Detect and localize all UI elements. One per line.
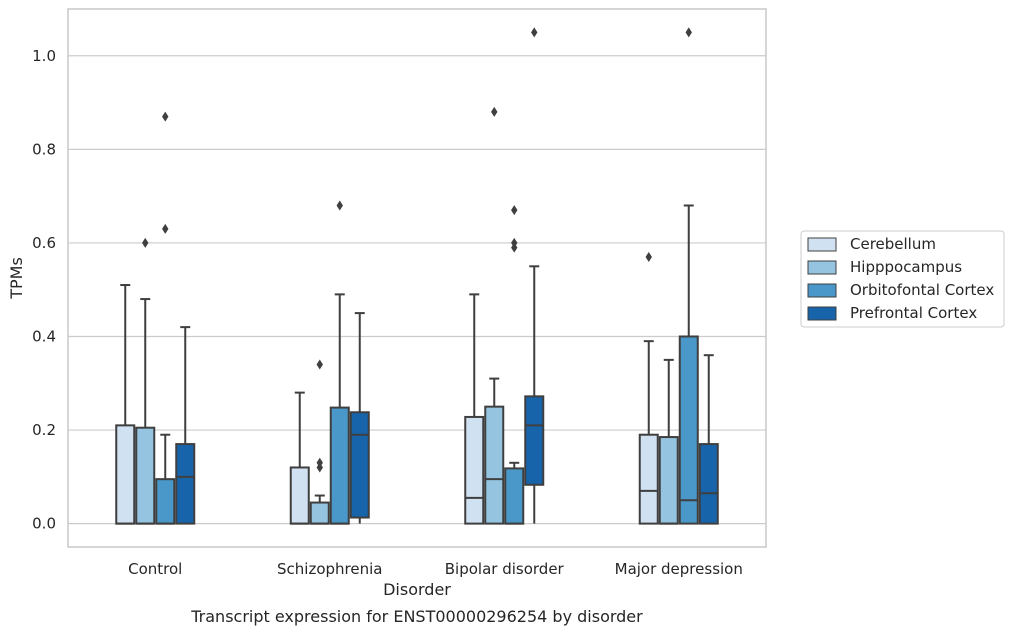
x-tick-label: Major depression	[615, 560, 743, 578]
outlier-point	[162, 223, 169, 234]
iqr-box	[484, 405, 505, 525]
box-1-1	[309, 359, 330, 525]
y-axis-label: TPMs	[7, 257, 26, 300]
y-tick-label: 0.2	[32, 421, 56, 439]
outlier-point	[685, 27, 692, 38]
y-tick-label: 0.6	[32, 234, 56, 252]
x-tick-label: Schizophrenia	[277, 560, 382, 578]
outlier-point	[336, 200, 343, 211]
outlier-point	[511, 237, 518, 248]
x-tick-labels: Control Schizophrenia Bipolar disorder Majo…	[128, 560, 743, 578]
iqr-box	[638, 433, 659, 525]
x-tick-label: Bipolar disorder	[445, 560, 565, 578]
legend-swatch	[807, 237, 837, 252]
outlier-point	[316, 457, 323, 468]
y-tick-label: 0.4	[32, 327, 56, 345]
iqr-box	[524, 395, 545, 486]
legend-label: Cerebellum	[850, 235, 936, 253]
box-0-0	[115, 284, 136, 525]
box-2-2	[504, 205, 525, 525]
box-3-3	[698, 354, 719, 525]
iqr-box	[698, 443, 719, 525]
box-3-0	[638, 251, 659, 525]
iqr-box	[115, 424, 136, 525]
iqr-box	[329, 406, 350, 525]
box-0-3	[175, 326, 196, 525]
iqr-box	[135, 426, 156, 525]
iqr-box	[658, 436, 679, 525]
legend-swatch	[807, 283, 837, 298]
box-2-3	[524, 27, 545, 524]
x-tick-label: Control	[128, 560, 182, 578]
box-0-1	[135, 237, 156, 525]
iqr-box	[464, 415, 485, 525]
outlier-point	[531, 27, 538, 38]
legend-swatch	[807, 306, 837, 321]
outlier-point	[645, 251, 652, 262]
legend: Cerebellum Hipppocampus Orbitofontal Corte…	[800, 230, 1005, 328]
legend-label: Orbitofontal Cortex	[850, 281, 994, 299]
y-tick-labels: 0.0 0.2 0.4 0.6 0.8 1.0	[32, 47, 56, 533]
outlier-point	[491, 106, 498, 117]
box-1-2	[329, 200, 350, 525]
iqr-box	[504, 467, 525, 525]
iqr-box	[678, 335, 699, 525]
box-1-3	[349, 312, 370, 524]
outlier-point	[162, 111, 169, 122]
iqr-box	[289, 466, 310, 525]
box-1-0	[289, 391, 310, 525]
box-2-0	[464, 293, 485, 525]
legend-label: Prefrontal Cortex	[850, 304, 977, 322]
legend-label: Hipppocampus	[850, 258, 962, 276]
plot-frame	[67, 8, 767, 548]
y-tick-label: 0.0	[32, 515, 56, 533]
box-3-2	[678, 27, 699, 525]
outlier-point	[142, 237, 149, 248]
iqr-box	[155, 478, 176, 525]
box-2-1	[484, 106, 505, 525]
x-axis-label: Disorder	[383, 580, 451, 599]
box-0-2	[155, 111, 176, 525]
box-layer	[115, 27, 719, 525]
iqr-box	[309, 501, 330, 525]
y-tick-label: 1.0	[32, 47, 56, 65]
outlier-point	[316, 359, 323, 370]
box-3-1	[658, 358, 679, 525]
legend-frame	[800, 230, 1005, 328]
chart-caption: Transcript expression for ENST0000029625…	[190, 607, 643, 626]
outlier-point	[511, 205, 518, 216]
iqr-box	[349, 411, 370, 519]
legend-swatch	[807, 260, 837, 275]
y-tick-label: 0.8	[32, 140, 56, 158]
iqr-box	[175, 443, 196, 525]
